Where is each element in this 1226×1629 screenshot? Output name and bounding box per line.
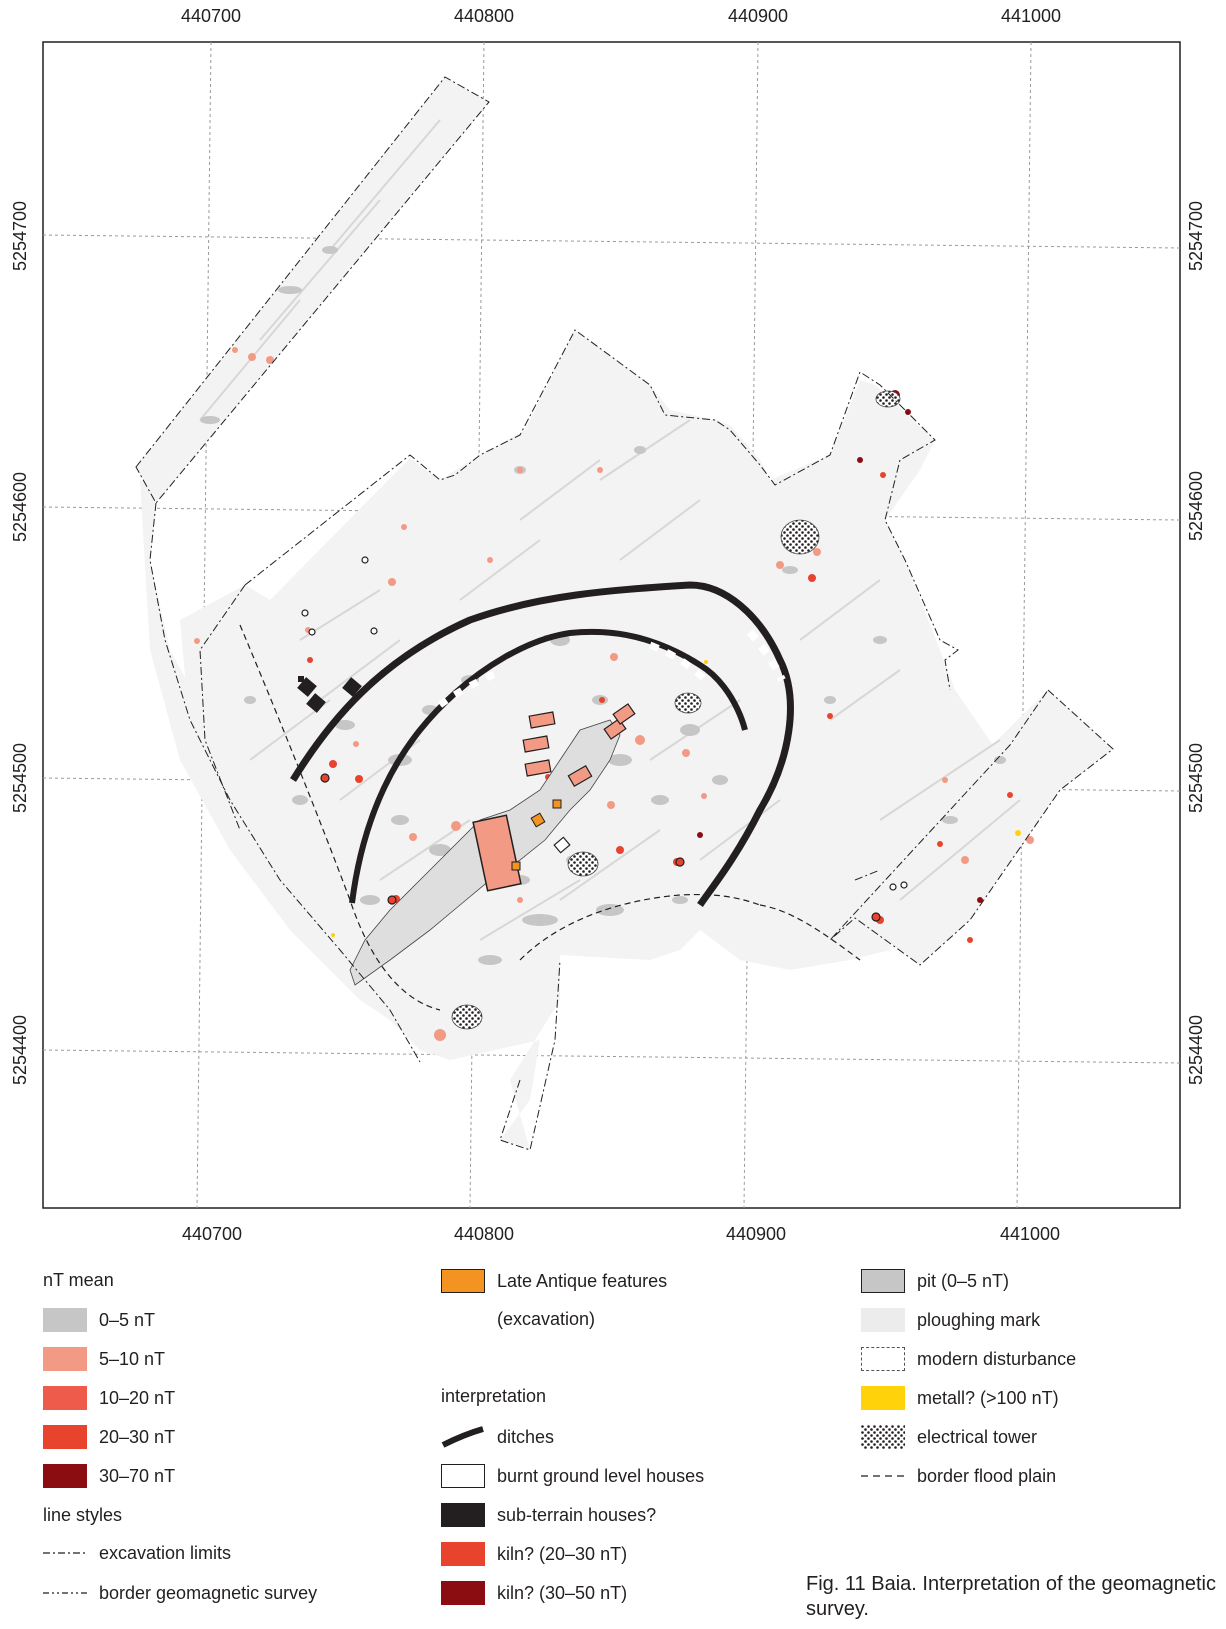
survey-map: 440700 440800 440900 441000 440700 44080… <box>10 6 1206 1244</box>
y-tick-right-5254400: 5254400 <box>1186 1015 1206 1085</box>
swatch-kiln-30-50-icon <box>441 1581 485 1605</box>
legend-item-excavation-limits: excavation limits <box>43 1540 231 1566</box>
legend-item-pit: pit (0–5 nT) <box>861 1268 1009 1294</box>
inner-ditch-dashed-segment-2 <box>648 641 708 683</box>
legend-line-styles-title: line styles <box>43 1505 123 1525</box>
legend-label: border flood plain <box>917 1465 1057 1486</box>
flood-plain-border <box>239 624 861 1011</box>
legend-label: burnt ground level houses <box>497 1465 705 1486</box>
x-tick-top-440800: 440800 <box>454 6 514 26</box>
legend-label: 20–30 nT <box>99 1426 176 1447</box>
legend-item-sub-terrain-houses: sub-terrain houses? <box>441 1502 656 1528</box>
legend-label: metall? (>100 nT) <box>917 1387 1059 1408</box>
figure-caption: Fig. 11 Baia. Interpretation of the geo­… <box>806 1573 1216 1620</box>
swatch-0-5nt-icon <box>43 1308 87 1332</box>
swatch-30-70nt-icon <box>43 1464 87 1488</box>
x-tick-bottom-440900: 440900 <box>726 1224 786 1244</box>
survey-borders <box>135 76 1114 1151</box>
legend-label: 30–70 nT <box>99 1465 176 1486</box>
legend-item-modern-disturbance: modern disturbance <box>861 1346 1076 1372</box>
legend-label: ploughing mark <box>917 1309 1041 1330</box>
legend-item-border-flood-plain: border flood plain <box>861 1463 1056 1489</box>
legend-item-20-30nt: 20–30 nT <box>43 1424 175 1450</box>
electrical-towers <box>451 390 901 1030</box>
swatch-burnt-houses-icon <box>441 1464 485 1488</box>
legend-label: 10–20 nT <box>99 1387 176 1408</box>
legend-label: 5–10 nT <box>99 1348 166 1369</box>
swatch-late-antique-icon <box>441 1269 485 1293</box>
legend-label: kiln? (20–30 nT) <box>497 1543 628 1564</box>
swatch-ploughing-mark-icon <box>861 1308 905 1332</box>
legend-label: modern disturbance <box>917 1348 1077 1369</box>
legend-item-kiln-20-30: kiln? (20–30 nT) <box>441 1541 627 1567</box>
y-tick-left-5254600: 5254600 <box>10 472 30 542</box>
dashed-line-icon <box>861 1475 905 1477</box>
legend-item-5-10nt: 5–10 nT <box>43 1346 165 1372</box>
sub-terrain-houses <box>297 676 362 713</box>
legend-item-metall: metall? (>100 nT) <box>861 1385 1059 1411</box>
legend-label: pit (0–5 nT) <box>917 1270 1010 1291</box>
legend-label: Late Antique features <box>497 1270 668 1291</box>
legend-interpretation-title: interpretation <box>441 1386 547 1406</box>
ditches <box>290 581 794 907</box>
legend-item-10-20nt: 10–20 nT <box>43 1385 175 1411</box>
dash-dot-dot-line-icon <box>43 1592 87 1594</box>
y-tick-right-5254500: 5254500 <box>1186 743 1206 813</box>
legend-label: border geomagnetic survey <box>99 1582 318 1603</box>
x-tick-top-441000: 441000 <box>1001 6 1061 26</box>
legend-item-30-70nt: 30–70 nT <box>43 1463 175 1489</box>
swatch-5-10nt-icon <box>43 1347 87 1371</box>
y-tick-right-5254700: 5254700 <box>1186 201 1206 271</box>
swatch-pit-icon <box>861 1269 905 1293</box>
outer-ditch-dashed-segment <box>746 629 786 682</box>
legend-item-border-geomagnetic-survey: border geomagnetic survey <box>43 1580 317 1606</box>
legend-item-late-antique: Late Antique features <box>441 1268 667 1294</box>
legend-label: sub-terrain houses? <box>497 1504 657 1525</box>
legend-label: electrical tower <box>917 1426 1038 1447</box>
kilns <box>301 556 908 922</box>
dot-pattern-icon <box>861 1425 905 1449</box>
swatch-sub-terrain-houses-icon <box>441 1503 485 1527</box>
legend-item-burnt-houses: burnt ground level houses <box>441 1463 704 1489</box>
x-tick-bottom-440800: 440800 <box>454 1224 514 1244</box>
y-tick-left-5254700: 5254700 <box>10 201 30 271</box>
legend-item-0-5nt: 0–5 nT <box>43 1307 155 1333</box>
x-tick-bottom-441000: 441000 <box>1000 1224 1060 1244</box>
x-tick-bottom-440700: 440700 <box>182 1224 242 1244</box>
y-tick-right-5254600: 5254600 <box>1186 471 1206 541</box>
legend-item-ditches: ditches <box>441 1424 554 1450</box>
inner-ditch <box>349 628 748 904</box>
legend-late-antique-sublabel: (excavation) <box>497 1309 596 1329</box>
legend-nt-mean-title: nT mean <box>43 1270 114 1290</box>
x-tick-top-440900: 440900 <box>728 6 788 26</box>
legend-label: kiln? (30–50 nT) <box>497 1582 628 1603</box>
legend-item-electrical-tower: electrical tower <box>861 1424 1037 1450</box>
swatch-modern-disturbance-icon <box>861 1347 905 1371</box>
inner-ditch-dashed-segment <box>437 668 502 708</box>
y-tick-left-5254400: 5254400 <box>10 1015 30 1085</box>
legend-label: excavation limits <box>99 1542 232 1563</box>
outer-ditch <box>290 581 794 907</box>
legend-item-ploughing-mark: ploughing mark <box>861 1307 1040 1333</box>
swatch-20-30nt-icon <box>43 1425 87 1449</box>
burnt-houses <box>522 703 636 854</box>
ditch-stroke-icon <box>441 1426 484 1448</box>
metal-anomalies <box>331 660 1021 937</box>
legend-label: ditches <box>497 1426 555 1447</box>
swatch-kiln-20-30-icon <box>441 1542 485 1566</box>
dash-dot-line-icon <box>43 1552 87 1554</box>
swatch-metall-icon <box>861 1386 905 1410</box>
y-tick-left-5254500: 5254500 <box>10 743 30 813</box>
swatch-10-20nt-icon <box>43 1386 87 1410</box>
legend-label: 0–5 nT <box>99 1309 156 1330</box>
central-house-cluster <box>472 799 562 892</box>
x-tick-top-440700: 440700 <box>181 6 241 26</box>
legend-item-kiln-30-50: kiln? (30–50 nT) <box>441 1580 627 1606</box>
